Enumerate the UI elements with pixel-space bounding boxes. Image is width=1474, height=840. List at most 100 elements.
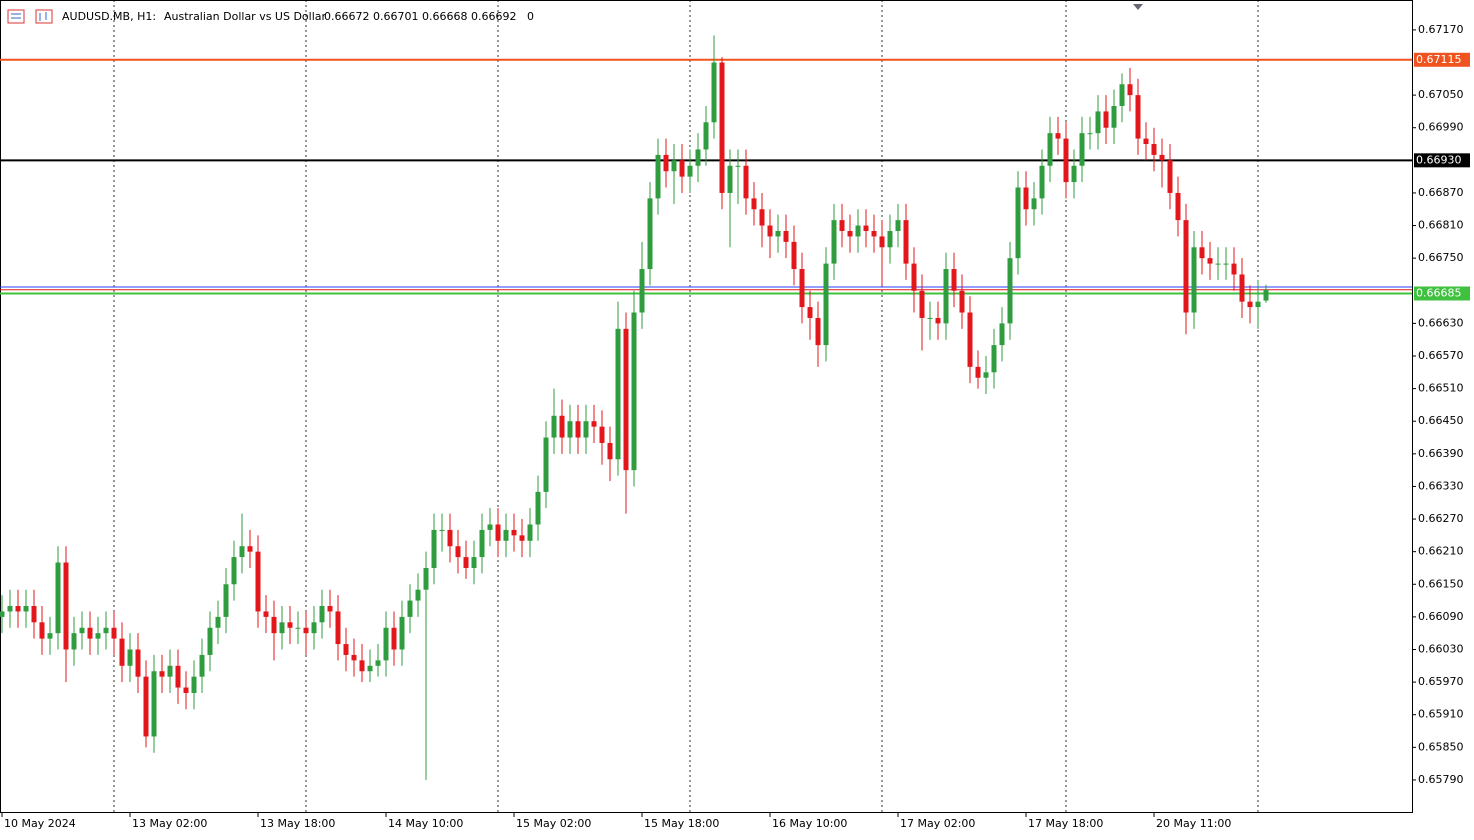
candle-body — [1095, 111, 1101, 134]
y-tick-label: 0.67050 — [1418, 88, 1464, 101]
header-icons — [7, 9, 53, 24]
candle-body — [375, 660, 381, 666]
candle-body — [335, 611, 341, 645]
x-tick-label: 10 May 2024 — [4, 817, 76, 830]
candle-body — [87, 627, 93, 639]
y-tick-label: 0.66750 — [1418, 251, 1464, 264]
candle-body — [199, 654, 205, 677]
candle-body — [1111, 105, 1117, 128]
candle-body — [15, 606, 21, 612]
candle-body — [71, 633, 77, 650]
candle-body — [863, 225, 869, 231]
candle-body — [559, 415, 565, 438]
candle-body — [791, 241, 797, 270]
candle-body — [775, 230, 781, 237]
candle-body — [31, 606, 37, 623]
candle-body — [759, 209, 765, 226]
y-tick-label: 0.66390 — [1418, 447, 1464, 460]
candle-body — [1023, 187, 1029, 210]
candle-body — [343, 644, 349, 655]
candle-body — [687, 165, 693, 177]
candle-body — [679, 160, 685, 177]
candle-body — [823, 263, 829, 346]
candle-body — [1047, 133, 1053, 166]
candle-body — [439, 529, 445, 531]
candle-body — [351, 654, 357, 661]
candle-body — [47, 633, 53, 639]
level-label-box — [1414, 153, 1470, 168]
candle-body — [263, 611, 269, 617]
candle-body — [751, 198, 757, 210]
candle-body — [1039, 165, 1045, 199]
candle-body — [1135, 95, 1141, 139]
candle-body — [1191, 247, 1197, 313]
candle-body — [399, 616, 405, 650]
candle-body — [607, 442, 613, 460]
y-tick-label: 0.66330 — [1418, 479, 1464, 492]
candle-body — [935, 317, 941, 324]
candle-body — [1103, 111, 1109, 128]
description: Australian Dollar vs US Dollar — [164, 10, 327, 23]
candle-body — [391, 627, 397, 650]
candle-body — [1063, 138, 1069, 183]
candle-body — [639, 269, 645, 313]
candle-body — [295, 627, 301, 629]
candle-body — [367, 665, 373, 672]
x-tick-label: 15 May 02:00 — [516, 817, 591, 830]
candle-body — [415, 589, 421, 601]
candle-body — [991, 345, 997, 373]
candle-body — [95, 633, 101, 639]
candle-body — [919, 290, 925, 318]
candle-body — [839, 220, 845, 231]
y-tick-label: 0.65970 — [1418, 675, 1464, 688]
x-tick-label: 14 May 10:00 — [388, 817, 463, 830]
x-tick-label: 13 May 18:00 — [260, 817, 335, 830]
candle-body — [183, 687, 189, 693]
candle-body — [783, 230, 789, 242]
level-label: 0.66930 — [1416, 153, 1462, 166]
candle-body — [319, 606, 325, 623]
candle-body — [663, 154, 669, 172]
candle-body — [207, 627, 213, 655]
candle-body — [575, 421, 581, 438]
candle-body — [983, 372, 989, 378]
level-label-box — [1414, 286, 1470, 301]
candle-body — [567, 421, 573, 438]
candle-body — [487, 524, 493, 530]
candle-body — [271, 616, 277, 634]
candle-body — [1239, 274, 1245, 302]
candle-body — [695, 149, 701, 166]
candle-body — [735, 165, 741, 167]
candle-body — [231, 557, 237, 585]
y-tick-label: 0.66810 — [1418, 219, 1464, 232]
candle-body — [103, 627, 109, 634]
candle-body — [591, 421, 597, 427]
y-tick-label: 0.66630 — [1418, 316, 1464, 329]
candle-body — [1087, 133, 1093, 135]
candle-body — [647, 198, 653, 270]
candle-body — [1071, 165, 1077, 183]
y-tick-label: 0.65790 — [1418, 773, 1464, 786]
candle-body — [495, 524, 501, 541]
candle-body — [1055, 133, 1061, 139]
y-tick-label: 0.66870 — [1418, 186, 1464, 199]
candle-body — [223, 584, 229, 617]
candle-body — [959, 290, 965, 313]
level-label: 0.66685 — [1416, 286, 1462, 299]
candle-body — [815, 317, 821, 346]
candle-body — [1199, 247, 1205, 259]
candle-body — [127, 649, 133, 666]
level-label-box — [1414, 52, 1470, 67]
candle-body — [1215, 263, 1221, 265]
candle-body — [167, 665, 173, 677]
level-label: 0.67115 — [1416, 53, 1462, 66]
candle-body — [55, 562, 61, 634]
candle-body — [1007, 258, 1013, 324]
y-tick-label: 0.66090 — [1418, 610, 1464, 623]
candle-body — [455, 546, 461, 558]
candle-body — [1263, 289, 1269, 301]
candle-body — [999, 323, 1005, 346]
candle-body — [767, 225, 773, 237]
